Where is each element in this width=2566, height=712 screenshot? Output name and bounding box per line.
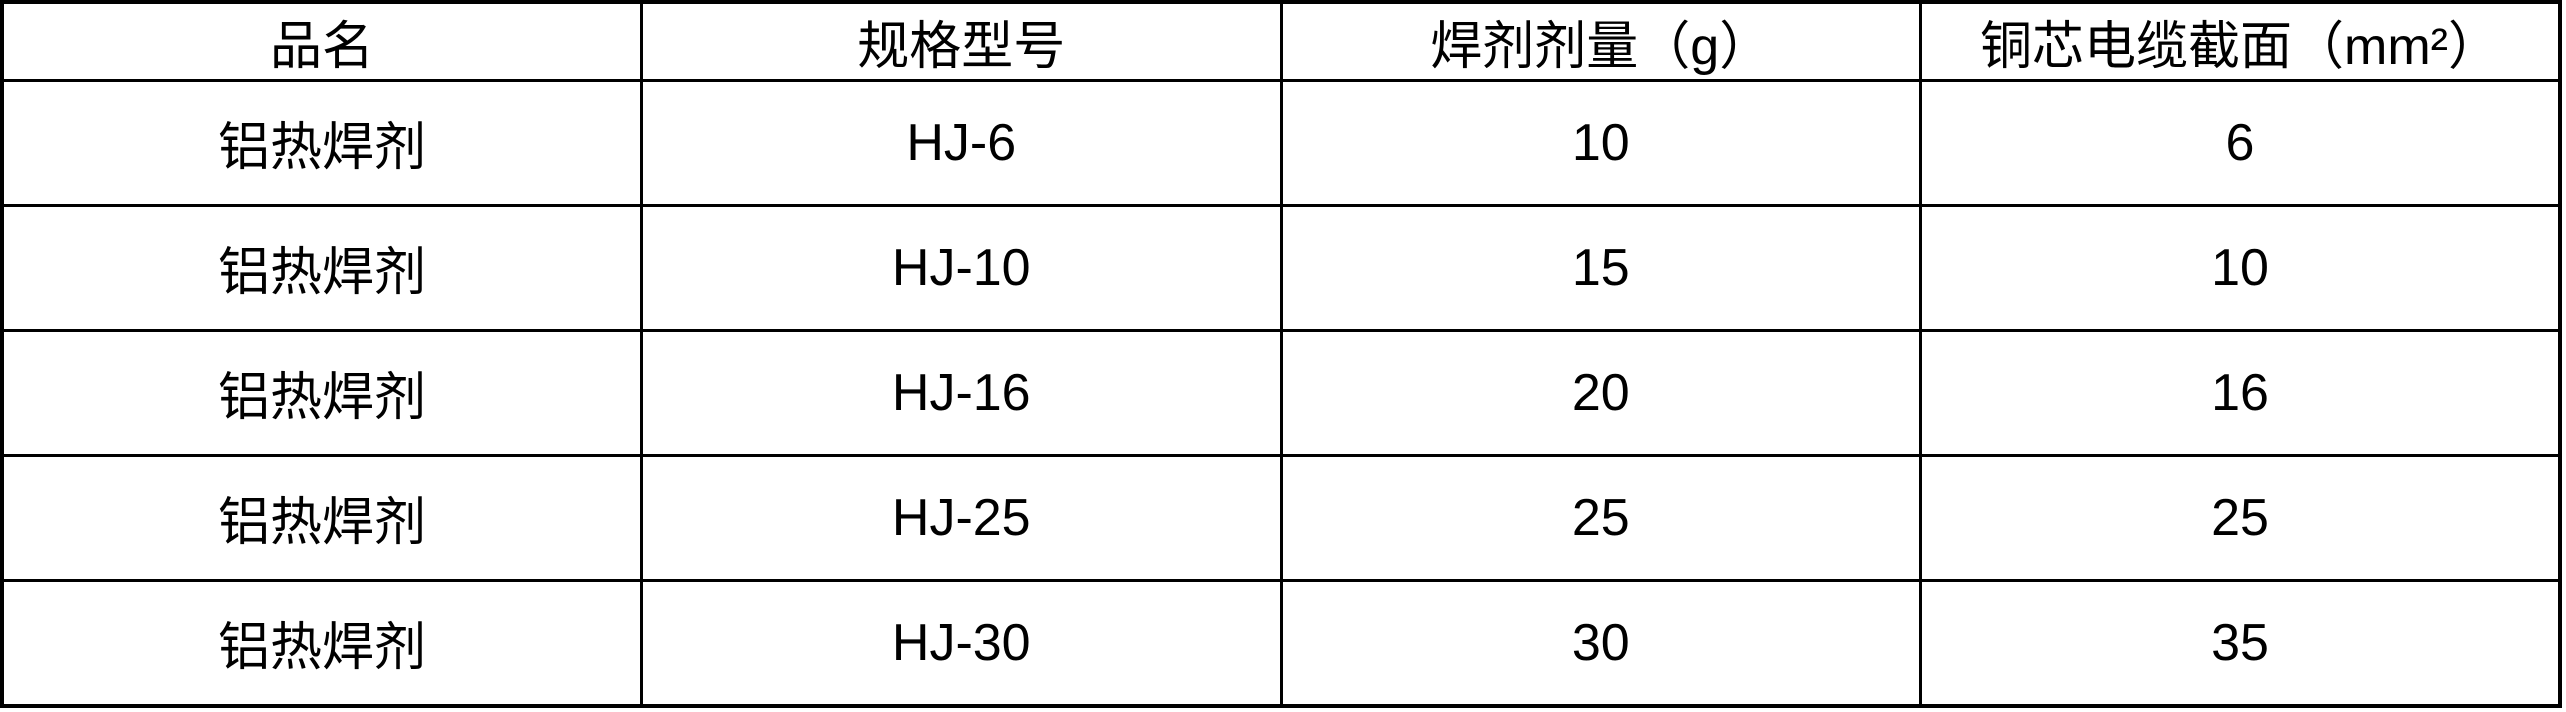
cell-product-name: 铝热焊剂 [0, 453, 643, 582]
cell-spec-model: HJ-25 [640, 453, 1283, 582]
cell-spec-model: HJ-10 [640, 203, 1283, 332]
cell-product-name: 铝热焊剂 [0, 203, 643, 332]
cell-cable-section: 10 [1919, 203, 2562, 332]
cell-flux-dosage: 30 [1279, 578, 1922, 708]
header-cell-cable-section: 铜芯电缆截面（mm²） [1919, 0, 2562, 82]
cell-flux-dosage: 10 [1279, 79, 1922, 207]
cell-product-name: 铝热焊剂 [0, 328, 643, 457]
table-body: 铝热焊剂 HJ-6 10 6 铝热焊剂 HJ-10 15 10 铝热焊剂 HJ-… [0, 79, 2562, 708]
header-cell-spec-model: 规格型号 [640, 0, 1283, 82]
cell-spec-model: HJ-30 [640, 578, 1283, 708]
cell-flux-dosage: 25 [1279, 453, 1922, 582]
cell-cable-section: 6 [1919, 79, 2562, 207]
cell-spec-model: HJ-16 [640, 328, 1283, 457]
cell-spec-model: HJ-6 [640, 79, 1283, 207]
header-row: 品名 规格型号 焊剂剂量（g） 铜芯电缆截面（mm²） [0, 0, 2562, 82]
cell-cable-section: 25 [1919, 453, 2562, 582]
header-cell-product-name: 品名 [0, 0, 643, 82]
cell-product-name: 铝热焊剂 [0, 79, 643, 207]
table-row: 铝热焊剂 HJ-10 15 10 [0, 203, 2562, 332]
table-header: 品名 规格型号 焊剂剂量（g） 铜芯电缆截面（mm²） [0, 0, 2562, 82]
cell-flux-dosage: 15 [1279, 203, 1922, 332]
cell-flux-dosage: 20 [1279, 328, 1922, 457]
table-row: 铝热焊剂 HJ-16 20 16 [0, 328, 2562, 457]
cell-cable-section: 16 [1919, 328, 2562, 457]
table-row: 铝热焊剂 HJ-6 10 6 [0, 79, 2562, 207]
header-cell-flux-dosage: 焊剂剂量（g） [1279, 0, 1922, 82]
cell-cable-section: 35 [1919, 578, 2562, 708]
table-row: 铝热焊剂 HJ-30 30 35 [0, 578, 2562, 708]
cell-product-name: 铝热焊剂 [0, 578, 643, 708]
table-row: 铝热焊剂 HJ-25 25 25 [0, 453, 2562, 582]
